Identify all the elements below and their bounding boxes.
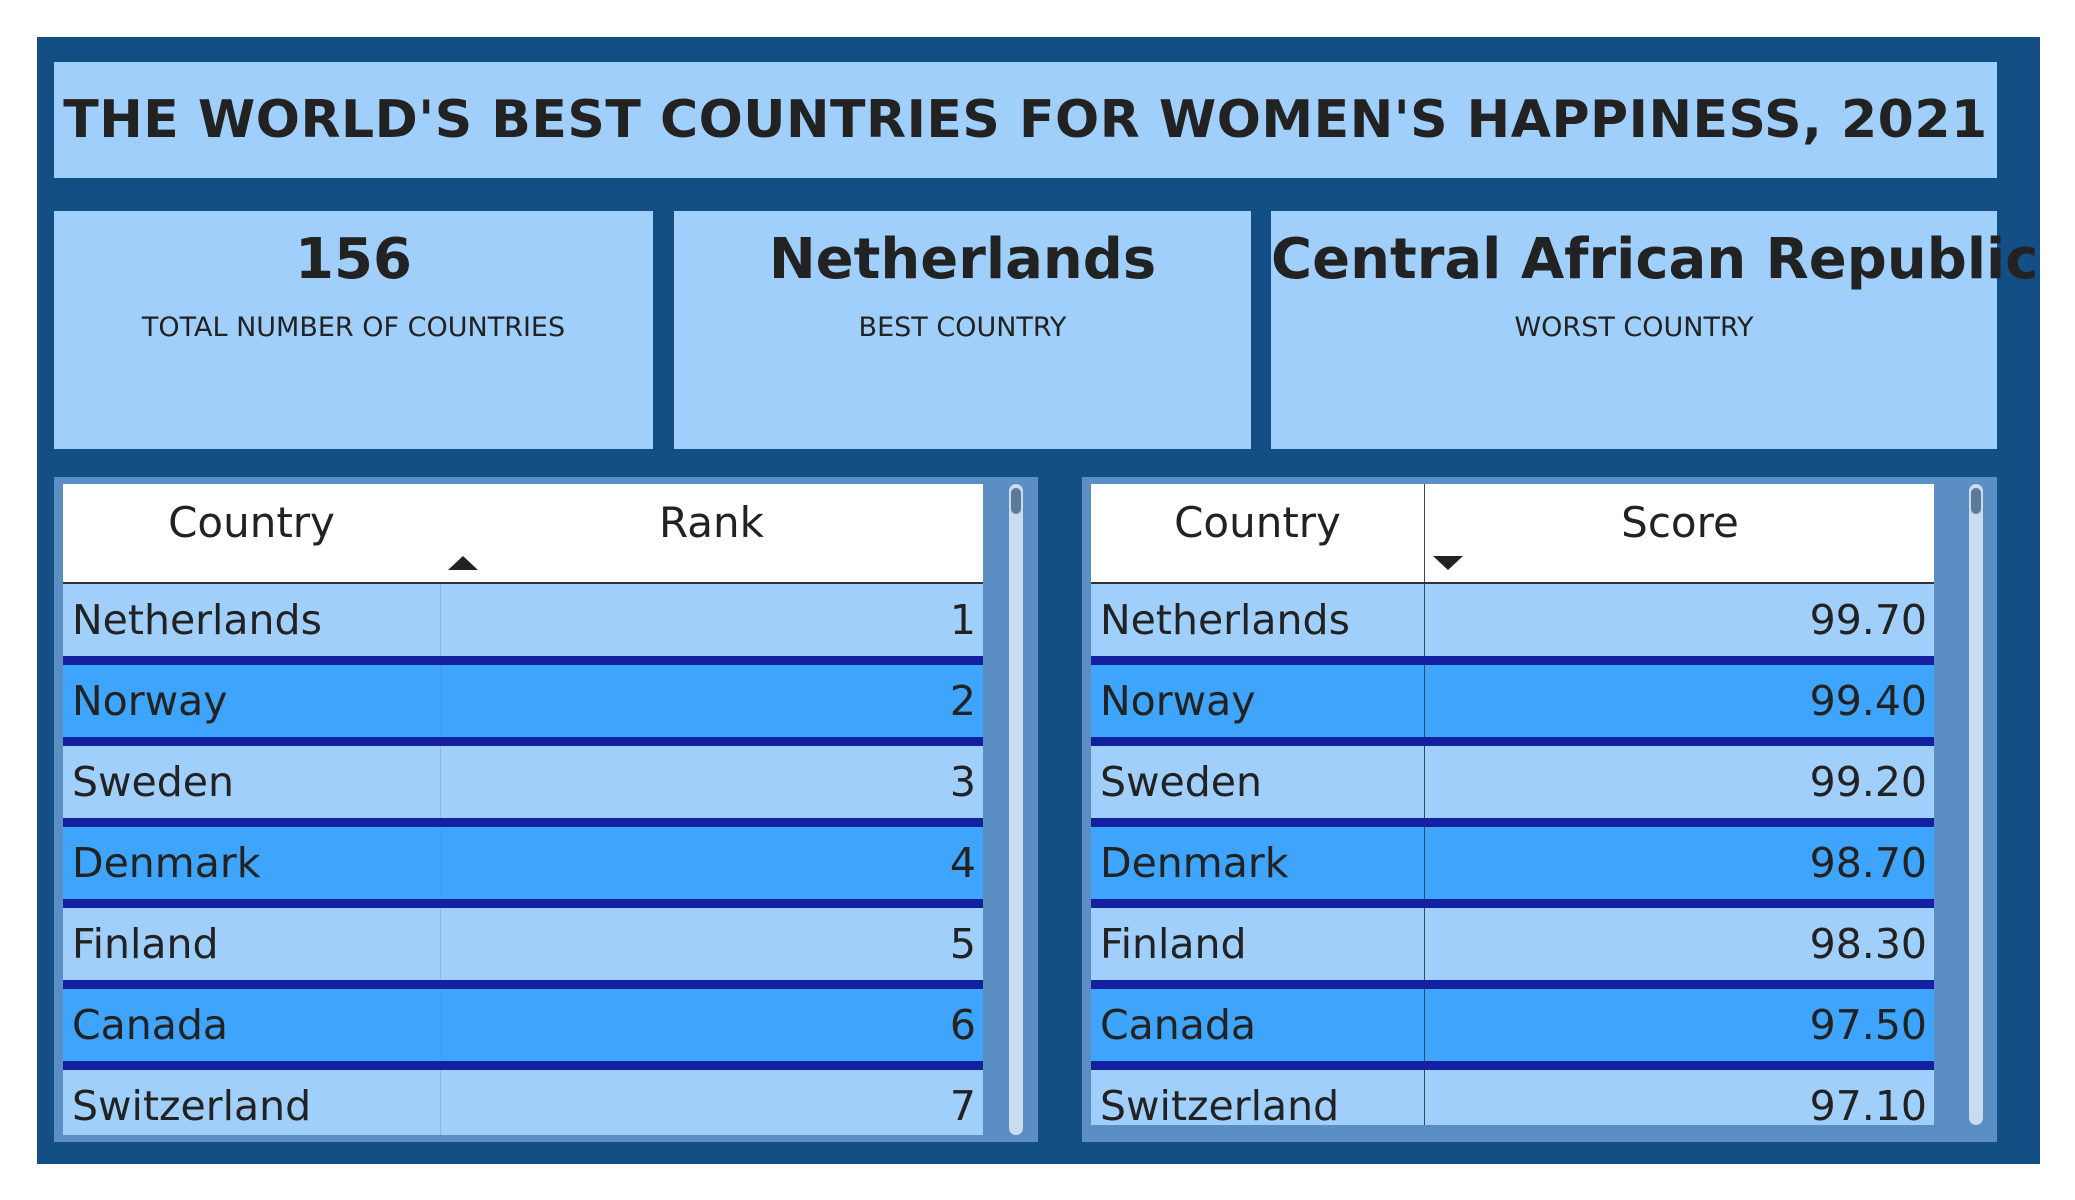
rank-cell: 5: [440, 908, 983, 980]
table-header: Country Rank: [63, 484, 983, 584]
table-row[interactable]: Netherlands 99.70: [1091, 584, 1934, 665]
table-row[interactable]: Switzerland 97.10: [1091, 1070, 1934, 1125]
rank-table: Country Rank Netherlands 1 Norway 2 Swed…: [63, 484, 983, 1135]
card-label: WORST COUNTRY: [1514, 312, 1754, 343]
table-row[interactable]: Canada 97.50: [1091, 989, 1934, 1070]
score-cell: 98.70: [1424, 827, 1934, 899]
table-row[interactable]: Canada 6: [63, 989, 983, 1070]
card-value: Netherlands: [768, 227, 1157, 292]
table-row[interactable]: Finland 98.30: [1091, 908, 1934, 989]
country-cell: Switzerland: [72, 1082, 312, 1130]
rank-cell: 1: [440, 584, 983, 656]
card-value: 156: [295, 227, 412, 292]
card-value: Central African Republic: [1271, 227, 2039, 292]
rank-cell: 6: [440, 989, 983, 1061]
table-header: Country Score: [1091, 484, 1934, 584]
table-row[interactable]: Netherlands 1: [63, 584, 983, 665]
rank-cell: 7: [440, 1070, 983, 1135]
sort-descending-icon[interactable]: [1433, 556, 1463, 570]
vertical-scrollbar[interactable]: [1009, 484, 1023, 1135]
table-row[interactable]: Norway 2: [63, 665, 983, 746]
score-cell: 97.50: [1424, 989, 1934, 1061]
country-cell: Canada: [1100, 1001, 1257, 1049]
card-label: BEST COUNTRY: [858, 312, 1067, 343]
country-cell: Canada: [72, 1001, 229, 1049]
card-label: TOTAL NUMBER OF COUNTRIES: [141, 312, 566, 343]
country-cell: Denmark: [1100, 839, 1289, 887]
scrollbar-thumb[interactable]: [1011, 488, 1021, 514]
country-cell: Netherlands: [72, 596, 322, 644]
column-header-country[interactable]: Country: [1174, 498, 1341, 547]
column-header-rank[interactable]: Rank: [440, 484, 983, 582]
table-row[interactable]: Norway 99.40: [1091, 665, 1934, 746]
country-cell: Norway: [1100, 677, 1256, 725]
country-cell: Finland: [1100, 920, 1247, 968]
table-row[interactable]: Finland 5: [63, 908, 983, 989]
dashboard-frame: THE WORLD'S BEST COUNTRIES FOR WOMEN'S H…: [37, 37, 2040, 1164]
card-total-countries: 156 TOTAL NUMBER OF COUNTRIES: [54, 211, 653, 449]
table-row[interactable]: Denmark 98.70: [1091, 827, 1934, 908]
table-body: Netherlands 99.70 Norway 99.40 Sweden 99…: [1091, 584, 1934, 1125]
rank-cell: 4: [440, 827, 983, 899]
column-header-country[interactable]: Country: [168, 498, 335, 547]
country-cell: Finland: [72, 920, 219, 968]
title-panel: THE WORLD'S BEST COUNTRIES FOR WOMEN'S H…: [54, 62, 1997, 178]
country-cell: Sweden: [1100, 758, 1263, 806]
table-row[interactable]: Denmark 4: [63, 827, 983, 908]
country-cell: Sweden: [72, 758, 235, 806]
country-cell: Switzerland: [1100, 1082, 1340, 1125]
table-row[interactable]: Sweden 3: [63, 746, 983, 827]
table-row[interactable]: Switzerland 7: [63, 1070, 983, 1135]
table-row[interactable]: Sweden 99.20: [1091, 746, 1934, 827]
sort-ascending-icon[interactable]: [448, 556, 478, 570]
score-cell: 98.30: [1424, 908, 1934, 980]
score-cell: 99.40: [1424, 665, 1934, 737]
card-worst-country: Central African Republic WORST COUNTRY: [1271, 211, 2039, 449]
rank-table-panel: Country Rank Netherlands 1 Norway 2 Swed…: [54, 477, 1038, 1142]
vertical-scrollbar[interactable]: [1969, 484, 1983, 1125]
table-body: Netherlands 1 Norway 2 Sweden 3 Denmark …: [63, 584, 983, 1135]
country-cell: Denmark: [72, 839, 261, 887]
rank-cell: 2: [440, 665, 983, 737]
score-cell: 99.70: [1424, 584, 1934, 656]
rank-cell: 3: [440, 746, 983, 818]
score-cell: 97.10: [1424, 1070, 1934, 1125]
score-table: Country Score Netherlands 99.70 Norway 9…: [1091, 484, 1934, 1125]
scrollbar-thumb[interactable]: [1971, 488, 1981, 514]
score-table-panel: Country Score Netherlands 99.70 Norway 9…: [1082, 477, 1997, 1142]
score-cell: 99.20: [1424, 746, 1934, 818]
column-header-score[interactable]: Score: [1424, 484, 1934, 582]
card-best-country: Netherlands BEST COUNTRY: [674, 211, 1251, 449]
country-cell: Norway: [72, 677, 228, 725]
country-cell: Netherlands: [1100, 596, 1350, 644]
page-title: THE WORLD'S BEST COUNTRIES FOR WOMEN'S H…: [63, 90, 1988, 150]
